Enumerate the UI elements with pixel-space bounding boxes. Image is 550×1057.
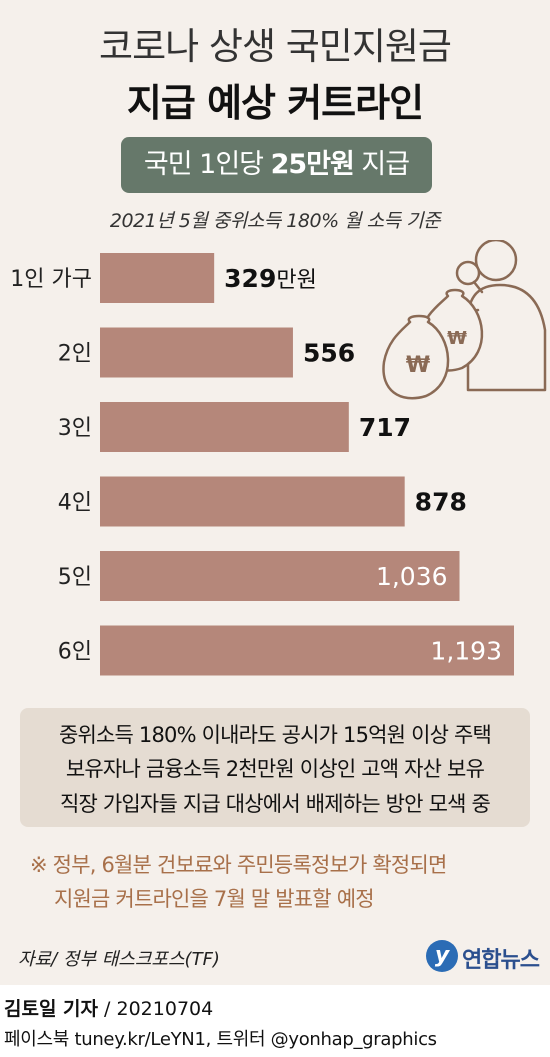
note-line: 중위소득 180% 이내라도 공시가 15억원 이상 주택 xyxy=(58,723,492,747)
income-basis-note: 2021년 5월 중위소득 180% 월 소득 기준 xyxy=(109,210,441,232)
support-amount-badge: 국민 1인당 25만원 지급 xyxy=(121,137,432,193)
value-label: 878 xyxy=(415,488,467,517)
social-links: 페이스북 tuney.kr/LeYN1, 트위터 @yonhap_graphic… xyxy=(4,1029,437,1050)
badge-amount: 25만원 xyxy=(270,149,355,180)
source-label: 자료/ 정부 태스크포스(TF) xyxy=(18,949,220,970)
yonhap-logo: y 연합뉴스 xyxy=(426,940,544,974)
bar-group: 1인 가구 329만원 2인 556 3인 717 4인 878 5인 1,036 6인 1,193 xyxy=(10,253,514,676)
value-label: 1,036 xyxy=(376,562,448,591)
category-label: 3인 xyxy=(58,416,92,441)
value-label: 717 xyxy=(359,413,411,442)
exclusion-note-box: 중위소득 180% 이내라도 공시가 15억원 이상 주택 보유자나 금융소득 … xyxy=(20,708,530,827)
value-label: 1,193 xyxy=(430,637,502,666)
title-line-1: 코로나 상생 국민지원금 xyxy=(99,25,452,68)
bar xyxy=(100,327,293,378)
author: 김토일 기자 xyxy=(4,998,99,1020)
bar xyxy=(100,551,460,601)
category-label: 4인 xyxy=(58,491,92,516)
yonhap-logo-icon: y xyxy=(426,940,458,972)
publish-date: 20210704 xyxy=(116,998,214,1020)
category-label: 6인 xyxy=(58,640,92,665)
won-symbol-icon: ₩ xyxy=(447,328,467,349)
note-line: 보유자나 금융소득 2천만원 이상인 고액 자산 보유 xyxy=(65,757,485,781)
footnote-line: 지원금 커트라인을 7월 말 발표할 예정 xyxy=(54,887,375,911)
category-label: 5인 xyxy=(58,565,92,590)
person-with-money-bags-icon xyxy=(382,240,547,400)
bar xyxy=(100,402,349,452)
value-unit: 만원 xyxy=(276,268,316,293)
category-label: 1인 가구 xyxy=(10,267,92,292)
won-symbol-icon: ₩ xyxy=(406,353,430,378)
badge-suffix: 지급 xyxy=(353,149,410,180)
bar xyxy=(100,625,514,676)
value-label: 556 xyxy=(303,339,355,368)
yonhap-logo-text: 연합뉴스 xyxy=(462,948,540,973)
bar xyxy=(100,476,405,527)
badge-prefix: 국민 1인당 xyxy=(143,149,271,180)
value-label: 329만원 xyxy=(224,264,317,293)
title-line-2: 지급 예상 커트라인 xyxy=(126,81,424,125)
note-line: 직장 가입자들 지급 대상에서 배제하는 방안 모색 중 xyxy=(59,792,491,816)
byline-separator: / xyxy=(98,998,117,1020)
byline: 김토일 기자 / 20210704 xyxy=(4,994,213,1021)
bar xyxy=(100,253,215,303)
category-label: 2인 xyxy=(58,342,92,367)
footnote-line: ※ 정부, 6월분 건보료와 주민등록정보가 확정되면 xyxy=(30,853,447,877)
infographic-card: 코로나 상생 국민지원금 지급 예상 커트라인 국민 1인당 25만원 지급 2… xyxy=(0,0,550,985)
